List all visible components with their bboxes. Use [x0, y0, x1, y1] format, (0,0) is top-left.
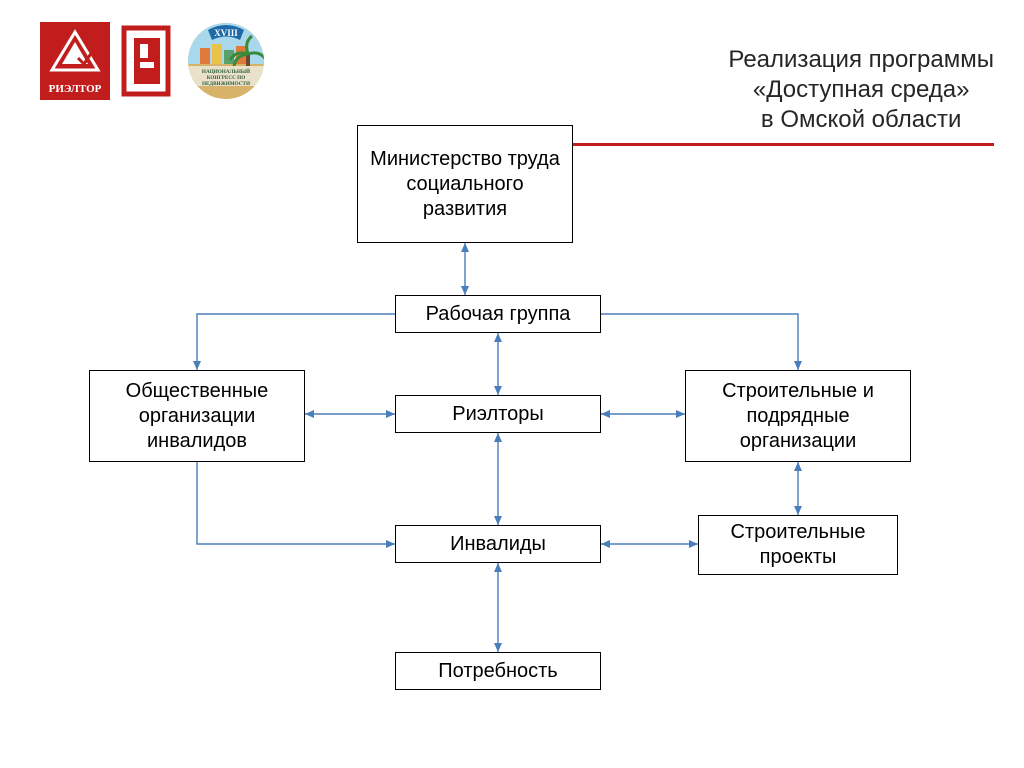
title-line-2: «Доступная среда»: [728, 75, 994, 105]
pe-logo: [118, 22, 174, 100]
slide-title: Реализация программы «Доступная среда» в…: [728, 45, 994, 135]
node-working-group: Рабочая группа: [395, 295, 601, 333]
node-label: Инвалиды: [450, 532, 546, 557]
node-label: Строительные и подрядные организации: [696, 379, 900, 454]
svg-text:НАЦИОНАЛЬНЫЙ: НАЦИОНАЛЬНЫЙ: [202, 67, 250, 75]
node-label: Строительные проекты: [709, 520, 887, 570]
node-label: Министерство труда социального развития: [368, 147, 562, 222]
node-label: Рабочая группа: [426, 302, 571, 327]
node-ministry: Министерство труда социального развития: [357, 125, 573, 243]
node-construction-projects: Строительные проекты: [698, 515, 898, 575]
node-realtors: Риэлторы: [395, 395, 601, 433]
svg-text:РИЭЛТОР: РИЭЛТОР: [49, 83, 102, 95]
node-label: Потребность: [438, 659, 557, 684]
node-label: Общественные организации инвалидов: [100, 379, 294, 454]
node-label: Риэлторы: [452, 402, 544, 427]
node-disabled-people: Инвалиды: [395, 525, 601, 563]
node-need: Потребность: [395, 652, 601, 690]
title-line-3: в Омской области: [728, 105, 994, 135]
title-underline: [551, 143, 994, 146]
congress-logo: НАЦИОНАЛЬНЫЙ КОНГРЕСС ПО НЕДВИЖИМОСТИ XV…: [182, 22, 270, 100]
node-construction-orgs: Строительные и подрядные организации: [685, 370, 911, 462]
logo-strip: РИЭЛТОР НАЦИОНАЛЬНЫЙ: [40, 22, 270, 100]
realtor-logo: РИЭЛТОР: [40, 22, 110, 100]
node-public-disabled-orgs: Общественные организации инвалидов: [89, 370, 305, 462]
title-line-1: Реализация программы: [728, 45, 994, 75]
svg-text:XVIII: XVIII: [214, 28, 238, 38]
svg-text:НЕДВИЖИМОСТИ: НЕДВИЖИМОСТИ: [202, 81, 250, 87]
